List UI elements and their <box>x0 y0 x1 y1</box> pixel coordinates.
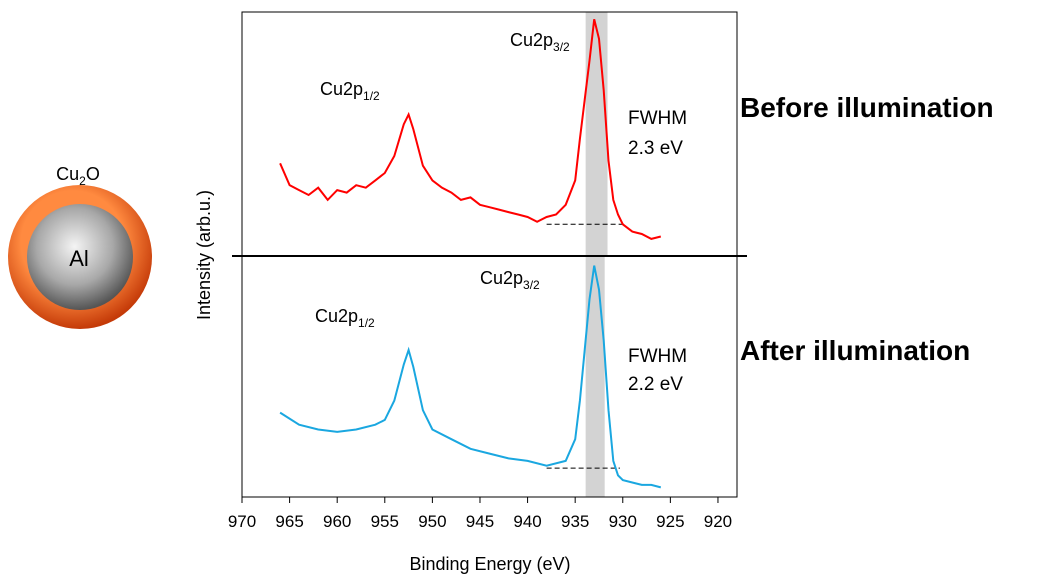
plot-frame <box>241 11 738 257</box>
x-axis-label: Binding Energy (eV) <box>409 554 570 574</box>
x-tick-label: 935 <box>561 512 589 531</box>
fwhm-band <box>585 256 605 497</box>
spectrum-line <box>279 19 662 240</box>
x-tick-label: 930 <box>609 512 637 531</box>
fwhm-label: FWHM <box>628 108 687 129</box>
fwhm-value: 2.3 eV <box>628 138 683 159</box>
peak-label: Cu2p1/2 <box>315 306 375 330</box>
spectrum-line <box>279 265 662 489</box>
panel-title: Before illumination <box>740 92 994 123</box>
peak-label: Cu2p3/2 <box>510 30 570 54</box>
peak-label-main: Cu2p <box>315 306 358 326</box>
particle-core <box>27 204 133 310</box>
shell-label-main: Cu <box>56 164 79 184</box>
shell-label-sub: 2 <box>79 174 86 188</box>
x-tick-label: 945 <box>466 512 494 531</box>
shell-label-tail: O <box>86 164 100 184</box>
core-label: Al <box>69 246 89 271</box>
fwhm-label: FWHM <box>628 346 687 367</box>
fwhm-band <box>585 12 608 256</box>
x-tick-label: 940 <box>513 512 541 531</box>
peak-label: Cu2p3/2 <box>480 268 540 292</box>
peak-label-main: Cu2p <box>480 268 523 288</box>
x-tick-label: 965 <box>275 512 303 531</box>
peak-label-main: Cu2p <box>320 79 363 99</box>
x-tick-label: 925 <box>656 512 684 531</box>
x-tick-label: 950 <box>418 512 446 531</box>
peak-label-sub: 3/2 <box>553 40 570 54</box>
peak-label-sub: 1/2 <box>363 89 380 103</box>
y-axis-label: Intensity (arb.u.) <box>194 190 214 320</box>
x-tick-label: 960 <box>323 512 351 531</box>
panel-title: After illumination <box>740 335 970 366</box>
peak-label-main: Cu2p <box>510 30 553 50</box>
x-tick-label: 920 <box>704 512 732 531</box>
x-tick-label: 970 <box>228 512 256 531</box>
x-tick-label: 955 <box>371 512 399 531</box>
peak-label-sub: 1/2 <box>358 316 375 330</box>
peak-label: Cu2p1/2 <box>320 79 380 103</box>
peak-label-sub: 3/2 <box>523 278 540 292</box>
fwhm-value: 2.2 eV <box>628 374 683 395</box>
shell-label: Cu2O <box>56 164 100 188</box>
